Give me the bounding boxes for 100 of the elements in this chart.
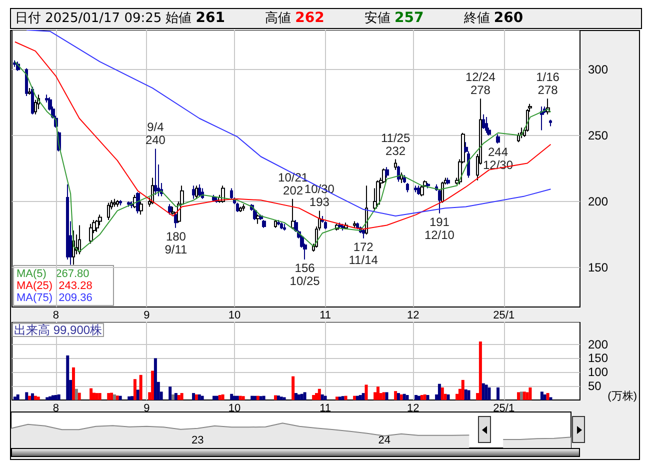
y-tick-label: 100	[588, 365, 608, 380]
bar	[218, 394, 222, 400]
bar	[540, 392, 544, 400]
candlestick	[365, 185, 368, 235]
bar	[139, 374, 142, 400]
bar	[112, 394, 116, 400]
candlestick	[549, 119, 552, 127]
bar	[324, 396, 327, 400]
candlestick	[89, 223, 93, 244]
x-tick-label: 12	[406, 310, 420, 322]
bar	[396, 393, 400, 400]
bar	[488, 387, 491, 400]
bar	[177, 394, 180, 400]
series-label: MA(5) 267.80	[16, 268, 90, 280]
candlestick	[127, 200, 131, 208]
bar	[256, 396, 260, 400]
bar	[30, 393, 34, 400]
candlestick	[274, 219, 277, 228]
y-tick-label: 200	[588, 337, 608, 352]
bar	[292, 376, 295, 400]
candlestick	[168, 204, 172, 216]
bar	[28, 396, 32, 400]
bar	[54, 394, 58, 400]
candlestick	[25, 68, 28, 96]
candlestick	[496, 134, 500, 144]
bar	[128, 396, 131, 400]
candlestick	[13, 60, 17, 68]
bar	[168, 386, 172, 400]
bar	[174, 393, 178, 400]
bar	[13, 396, 16, 400]
bar	[344, 396, 348, 400]
bar	[212, 396, 216, 400]
bar	[74, 388, 78, 400]
bar	[250, 396, 254, 400]
bar	[280, 396, 283, 400]
candlestick	[116, 200, 119, 208]
bar	[467, 390, 470, 400]
candlestick	[280, 222, 283, 230]
bar	[438, 384, 441, 400]
bar	[151, 370, 154, 400]
chart-title: 出来高 99,900株	[14, 323, 102, 337]
bar	[496, 387, 500, 400]
bar	[549, 397, 552, 400]
bar	[180, 393, 184, 400]
x-tick-label: 11	[320, 402, 331, 414]
candlestick	[28, 88, 31, 96]
bar	[25, 392, 28, 400]
y-tick-label: 200	[588, 194, 608, 208]
candlestick	[113, 198, 116, 208]
bar	[192, 393, 196, 400]
x-tick-label: 24	[378, 434, 390, 446]
bar	[294, 393, 298, 400]
text: 高値 262	[265, 9, 324, 28]
annotation: 156 10/25	[290, 261, 320, 288]
bar	[385, 392, 388, 400]
candlestick	[31, 86, 34, 115]
bar	[262, 396, 266, 400]
candlestick	[291, 198, 295, 230]
bar	[198, 394, 201, 400]
bar	[95, 393, 98, 400]
annotation: 172 11/14	[348, 240, 378, 267]
annotation: 9/4 240	[145, 120, 166, 148]
text: MA(25) 243.28	[16, 280, 92, 292]
bar	[382, 392, 386, 400]
bar	[16, 394, 20, 400]
x-tick-label: 25/1	[493, 310, 515, 322]
bar	[110, 392, 114, 400]
bar	[528, 387, 532, 400]
y-tick-label: 250	[588, 128, 608, 143]
bar	[221, 394, 224, 400]
bar	[320, 394, 324, 400]
bar	[426, 394, 430, 400]
candlestick	[119, 200, 122, 206]
y-tick-label: 150	[588, 260, 608, 274]
x-tick-label: 12	[406, 402, 420, 414]
bar	[402, 394, 406, 400]
candlestick	[376, 180, 380, 208]
candlestick	[242, 204, 245, 212]
bar	[116, 396, 119, 400]
bar	[364, 384, 368, 400]
bar	[72, 367, 75, 400]
bar	[274, 395, 278, 400]
x-tick-label: 8	[52, 402, 59, 414]
candlestick	[283, 223, 286, 231]
bar	[461, 380, 464, 400]
bar	[194, 394, 198, 400]
bar	[376, 386, 380, 400]
bar	[312, 394, 316, 400]
bar	[356, 396, 359, 400]
bar	[522, 392, 526, 400]
annotation: 180 9/11	[164, 229, 188, 256]
bar	[420, 394, 424, 400]
candlestick	[78, 224, 81, 255]
bar	[517, 392, 520, 400]
chart-title: 日付 2025/01/17 09:25	[15, 10, 162, 28]
bar	[300, 394, 304, 400]
candlestick	[338, 222, 342, 228]
x-tick-label: 11	[320, 310, 331, 322]
bar	[90, 388, 93, 400]
bar	[414, 394, 418, 400]
